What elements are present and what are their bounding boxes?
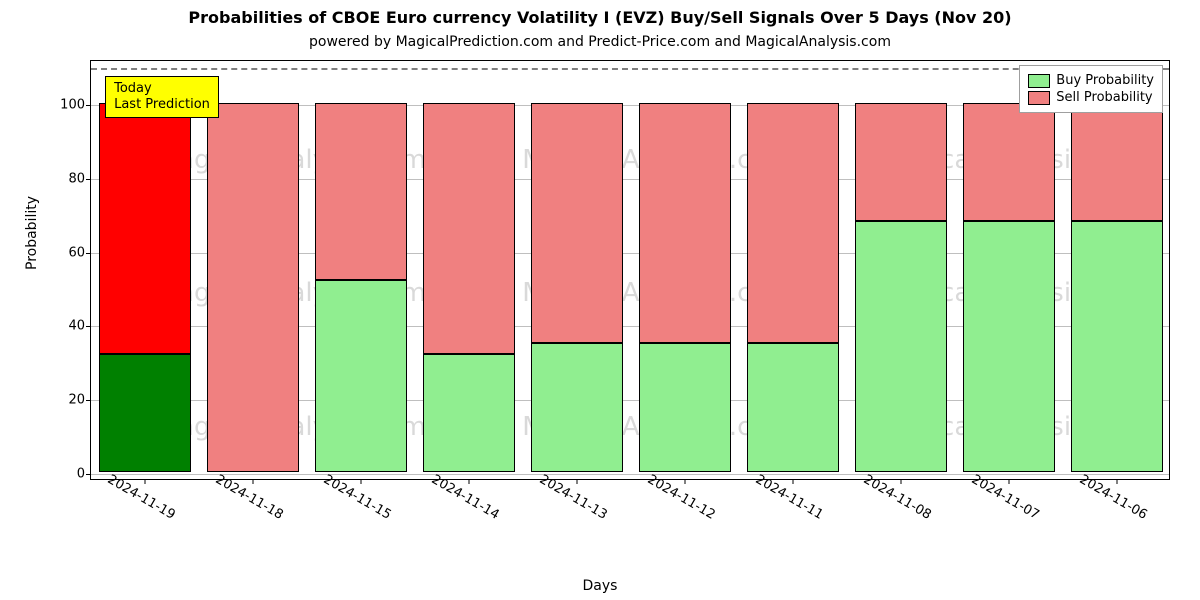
today-annotation: Today Last Prediction	[105, 76, 219, 119]
chart-title: Probabilities of CBOE Euro currency Vola…	[0, 8, 1200, 27]
x-tick-mark	[793, 479, 794, 484]
y-tick-label: 20	[68, 392, 85, 407]
legend: Buy Probability Sell Probability	[1019, 65, 1163, 113]
x-tick-mark	[901, 479, 902, 484]
bar-slot	[207, 59, 299, 479]
x-tick-label: 2024-11-15	[321, 472, 394, 523]
chart-container: Probabilities of CBOE Euro currency Vola…	[0, 0, 1200, 600]
chart-subtitle: powered by MagicalPrediction.com and Pre…	[0, 34, 1200, 50]
bar-sell	[315, 103, 407, 280]
y-tick-label: 0	[77, 466, 85, 481]
x-tick-label: 2024-11-18	[213, 472, 286, 523]
bar-buy	[963, 221, 1055, 472]
x-tick-label: 2024-11-06	[1077, 472, 1150, 523]
bar-buy	[747, 343, 839, 472]
y-tick-label: 100	[60, 98, 85, 113]
x-tick-label: 2024-11-08	[861, 472, 934, 523]
bars-layer	[91, 61, 1169, 479]
x-tick-mark	[145, 479, 146, 484]
x-tick-mark	[1117, 479, 1118, 484]
y-tick-label: 40	[68, 319, 85, 334]
x-tick-label: 2024-11-11	[753, 472, 826, 523]
x-tick-label: 2024-11-13	[537, 472, 610, 523]
legend-label-buy: Buy Probability	[1056, 73, 1154, 88]
x-tick-mark	[361, 479, 362, 484]
bar-slot	[639, 59, 731, 479]
y-axis-label: Probability	[24, 196, 40, 270]
x-tick-mark	[577, 479, 578, 484]
bar-buy	[1071, 221, 1163, 472]
x-tick-mark	[685, 479, 686, 484]
legend-label-sell: Sell Probability	[1056, 90, 1152, 105]
x-tick-mark	[253, 479, 254, 484]
bar-slot	[531, 59, 623, 479]
legend-swatch-buy	[1028, 74, 1050, 88]
y-tick-label: 60	[68, 245, 85, 260]
bar-slot	[1071, 59, 1163, 479]
bar-sell	[99, 103, 191, 354]
x-axis-label: Days	[0, 578, 1200, 594]
bar-slot	[855, 59, 947, 479]
bar-sell	[531, 103, 623, 342]
bar-slot	[963, 59, 1055, 479]
bar-sell	[963, 103, 1055, 221]
bar-buy	[423, 354, 515, 472]
bar-slot	[99, 59, 191, 479]
legend-swatch-sell	[1028, 91, 1050, 105]
bar-slot	[423, 59, 515, 479]
bar-buy	[315, 280, 407, 472]
plot-area: MagicalAnalysis.comMagicalAnalysis.comMa…	[90, 60, 1170, 480]
bar-slot	[747, 59, 839, 479]
bar-buy	[855, 221, 947, 472]
x-tick-label: 2024-11-14	[429, 472, 502, 523]
bar-sell	[855, 103, 947, 221]
x-tick-mark	[469, 479, 470, 484]
y-tick-label: 80	[68, 171, 85, 186]
x-tick-label: 2024-11-12	[645, 472, 718, 523]
legend-row-buy: Buy Probability	[1028, 73, 1154, 88]
bar-sell	[207, 103, 299, 471]
bar-buy	[99, 354, 191, 472]
x-tick-label: 2024-11-19	[105, 472, 178, 523]
bar-slot	[315, 59, 407, 479]
bar-sell	[423, 103, 515, 354]
bar-sell	[1071, 103, 1163, 221]
legend-row-sell: Sell Probability	[1028, 90, 1154, 105]
bar-buy	[531, 343, 623, 472]
bar-sell	[639, 103, 731, 342]
bar-sell	[747, 103, 839, 342]
bar-buy	[639, 343, 731, 472]
x-tick-mark	[1009, 479, 1010, 484]
x-tick-label: 2024-11-07	[969, 472, 1042, 523]
